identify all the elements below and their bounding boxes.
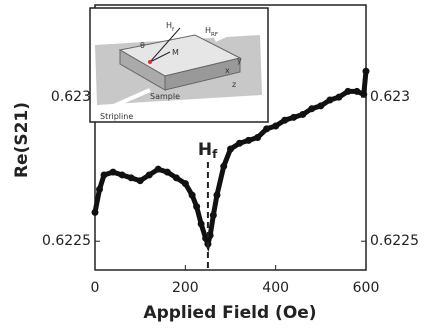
inset-label: HRF bbox=[205, 26, 218, 38]
inset-label-main: x bbox=[225, 66, 230, 75]
annotation: Hf bbox=[198, 140, 218, 161]
data-point bbox=[227, 145, 234, 153]
data-point bbox=[209, 211, 217, 219]
inset-label-main: Sample bbox=[150, 92, 180, 101]
data-point bbox=[172, 174, 180, 182]
data-point bbox=[91, 208, 99, 216]
data-point bbox=[353, 87, 361, 95]
inset-label: θ bbox=[140, 41, 145, 50]
x-axis-label: Applied Field (Oe) bbox=[143, 303, 316, 323]
inset-label-main: H bbox=[205, 26, 211, 35]
data-point bbox=[254, 134, 262, 141]
inset-label: z bbox=[232, 80, 236, 89]
data-point bbox=[362, 67, 370, 75]
inset-arrow bbox=[149, 27, 181, 63]
inset-label-main: z bbox=[232, 80, 236, 89]
data-point bbox=[326, 96, 334, 104]
inset-dot bbox=[148, 60, 152, 64]
data-point bbox=[118, 171, 126, 179]
data-point bbox=[281, 116, 289, 124]
x-tick-label: 0 bbox=[91, 280, 100, 296]
data-point bbox=[100, 171, 108, 179]
y-tick-label: 0.6225 bbox=[42, 233, 91, 249]
data-point bbox=[308, 105, 316, 113]
x-tick-label: 200 bbox=[172, 280, 199, 296]
x-tick-label: 400 bbox=[262, 280, 289, 296]
data-point bbox=[335, 93, 343, 101]
data-point bbox=[272, 122, 280, 130]
data-point bbox=[96, 185, 104, 193]
inset-label: Stripline bbox=[100, 112, 133, 121]
inset-label: Hf bbox=[166, 21, 175, 33]
data-point bbox=[236, 139, 244, 147]
y-axis-label: Re(S21) bbox=[12, 102, 32, 178]
data-point bbox=[197, 220, 205, 228]
inset-label-main: y bbox=[237, 56, 242, 65]
data-point bbox=[213, 191, 221, 199]
data-point bbox=[220, 162, 228, 170]
data-point bbox=[344, 87, 352, 95]
data-point bbox=[154, 165, 162, 173]
inset-arrow bbox=[149, 51, 171, 63]
inset-sample-front bbox=[164, 57, 241, 91]
data-point bbox=[245, 136, 253, 144]
inset-label-main: H bbox=[166, 21, 172, 30]
annotation-main: H bbox=[198, 140, 212, 160]
data-point bbox=[290, 113, 298, 121]
inset-label: y bbox=[237, 56, 242, 65]
inset-stripline bbox=[99, 88, 151, 114]
data-point bbox=[136, 177, 144, 185]
inset-label-subscript: RF bbox=[211, 32, 218, 38]
data-point bbox=[181, 180, 189, 188]
inset-label: M bbox=[172, 48, 179, 57]
data-point bbox=[299, 110, 307, 118]
data-point bbox=[163, 168, 171, 176]
data-point bbox=[263, 125, 271, 133]
inset-stripline bbox=[214, 22, 251, 42]
plot-frame bbox=[94, 4, 367, 271]
data-point bbox=[188, 191, 196, 199]
annotation-subscript: f bbox=[212, 147, 218, 161]
inset-label-subscript: f bbox=[172, 27, 175, 33]
y-tick-label-right: 0.6225 bbox=[370, 233, 419, 249]
y-tick-label-right: 0.623 bbox=[370, 89, 410, 105]
data-point bbox=[127, 174, 135, 182]
inset-label-main: θ bbox=[140, 41, 145, 50]
data-point bbox=[317, 102, 325, 110]
data-point bbox=[360, 90, 368, 98]
inset-label: Sample bbox=[150, 92, 180, 101]
inset-label-main: M bbox=[172, 48, 179, 57]
x-tick-label: 600 bbox=[353, 280, 380, 296]
data-point bbox=[193, 203, 201, 211]
data-point bbox=[109, 168, 117, 176]
data-point bbox=[145, 171, 153, 179]
inset-label: x bbox=[225, 66, 230, 75]
y-tick-label: 0.623 bbox=[51, 89, 91, 105]
inset-label-main: Stripline bbox=[100, 112, 133, 121]
